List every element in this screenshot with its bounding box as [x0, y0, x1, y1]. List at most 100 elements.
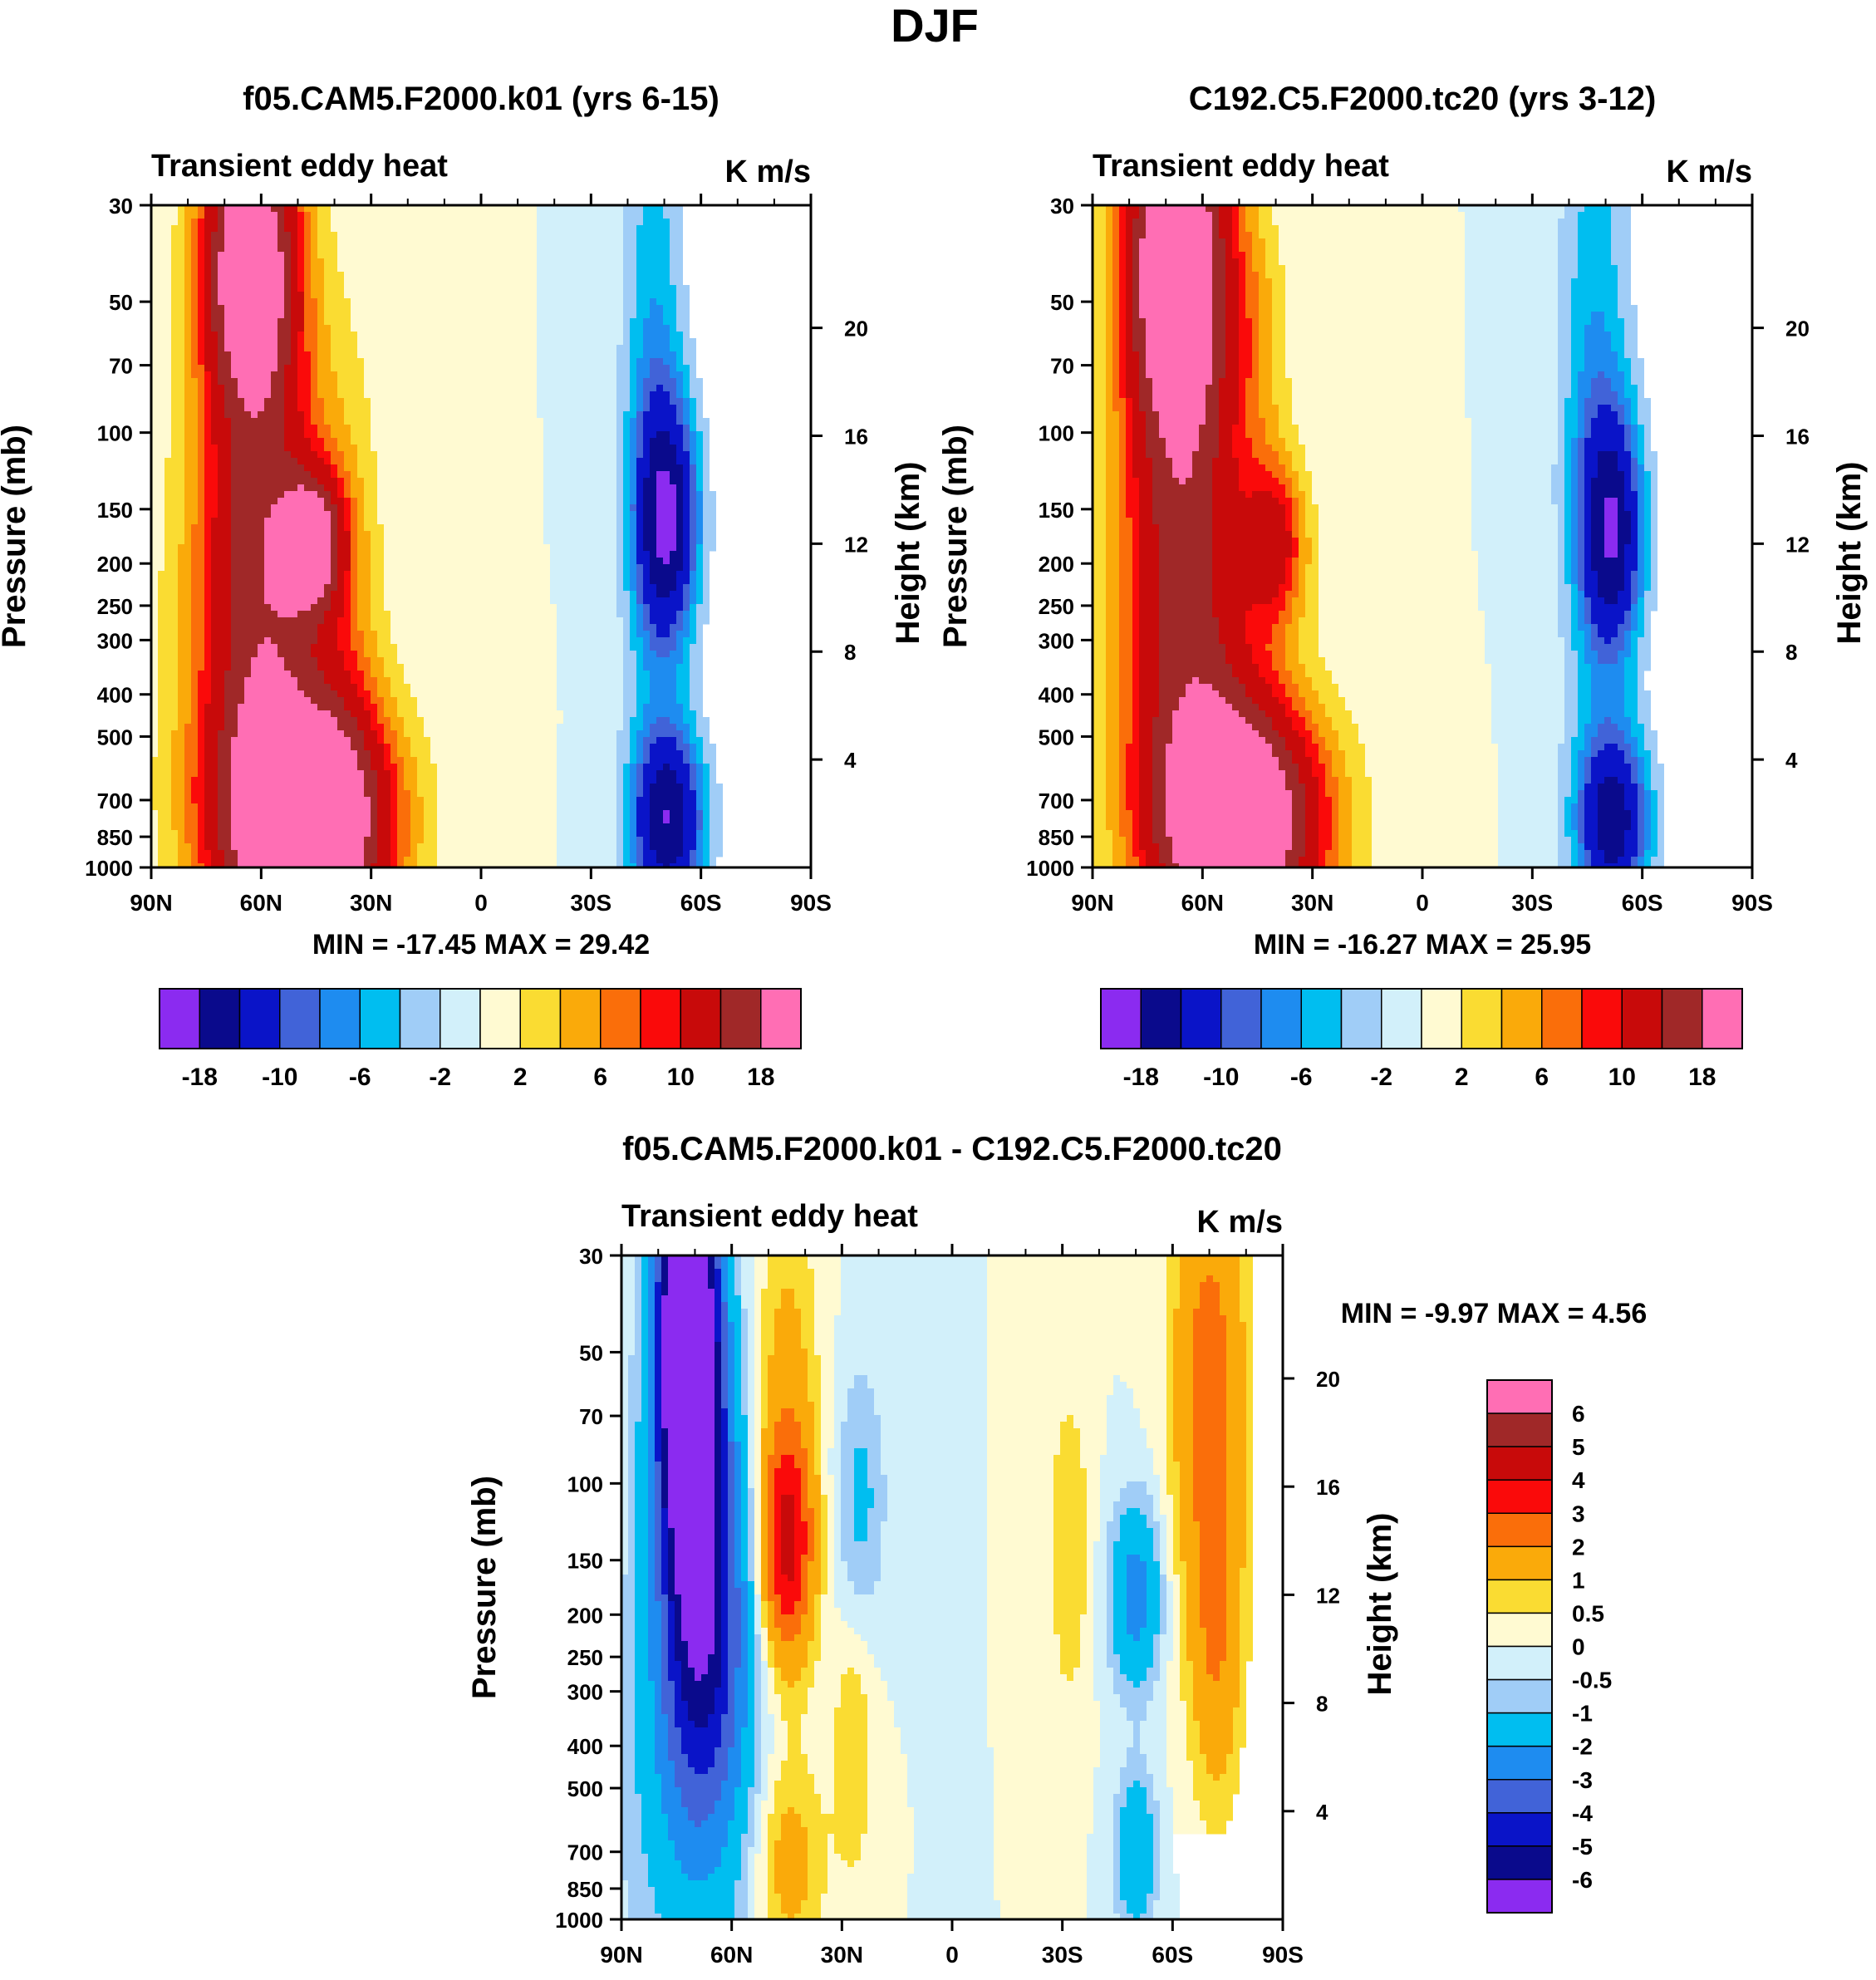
contour-cell: [683, 704, 690, 711]
contour-cell: [410, 750, 430, 758]
contour-cell: [324, 292, 344, 299]
contour-cell: [1106, 245, 1112, 253]
contour-cell: [371, 724, 384, 731]
contour-cell: [1644, 737, 1657, 744]
contour-cell: [1219, 411, 1239, 419]
contour-cell: [1232, 205, 1239, 213]
contour-cell: [643, 790, 650, 798]
contour-cell: [1212, 351, 1225, 359]
panel-difference: f05.CAM5.F2000.k01 - C192.C5.F2000.tc20T…: [466, 1131, 1647, 1968]
contour-cell: [1126, 757, 1139, 764]
contour-cell: [404, 777, 417, 784]
contour-cell: [417, 757, 430, 764]
contour-cell: [1564, 697, 1578, 705]
contour-cell: [258, 644, 277, 651]
contour-cell: [231, 837, 364, 844]
x-tick-label: 60S: [1622, 890, 1663, 916]
contour-cell: [1372, 843, 1498, 851]
contour-cell: [1571, 863, 1578, 868]
contour-cell: [297, 365, 311, 372]
contour-cell: [1631, 631, 1644, 638]
contour-cell: [1319, 803, 1332, 811]
contour-cell: [1631, 538, 1638, 545]
contour-cell: [1638, 624, 1644, 631]
contour-cell: [384, 764, 397, 771]
contour-cell: [224, 857, 238, 864]
contour-cell: [1638, 571, 1644, 578]
contour-cell: [670, 272, 683, 279]
contour-cell: [1578, 405, 1584, 412]
contour-cell: [151, 584, 158, 592]
contour-cell: [1132, 651, 1139, 658]
contour-cell: [616, 611, 630, 618]
colorbar-swatch: [399, 988, 441, 1049]
contour-cell: [277, 232, 291, 239]
contour-cell: [1624, 325, 1638, 332]
contour-cell: [410, 684, 557, 691]
contour-cell: [218, 278, 284, 286]
contour-cell: [364, 644, 377, 651]
contour-cell: [1598, 405, 1611, 412]
contour-cell: [708, 1275, 715, 1283]
contour-cell: [1152, 744, 1166, 751]
contour-cell: [1159, 644, 1225, 651]
contour-cell: [1638, 544, 1644, 552]
contour-cell: [284, 378, 297, 386]
contour-cell: [1319, 830, 1332, 838]
contour-cell: [734, 1255, 741, 1263]
contour-cell: [656, 471, 670, 479]
contour-cell: [151, 292, 171, 299]
contour-cell: [171, 445, 184, 452]
contour-cell: [537, 212, 623, 219]
contour-cell: [1571, 345, 1584, 352]
contour-cell: [317, 345, 331, 352]
contour-cell: [683, 597, 690, 605]
contour-cell: [1106, 797, 1119, 804]
contour-cell: [1578, 624, 1591, 631]
contour-cell: [721, 1289, 728, 1296]
contour-cell: [1245, 690, 1272, 698]
contour-cell: [151, 398, 171, 405]
contour-cell: [1232, 225, 1239, 233]
contour-cell: [178, 704, 191, 711]
contour-cell: [1245, 637, 1272, 645]
contour-cell: [636, 285, 676, 292]
contour-cell: [171, 797, 184, 804]
contour-cell: [643, 378, 676, 386]
contour-cell: [1465, 345, 1558, 352]
contour-cell: [696, 531, 703, 538]
y-right-tick-label: 4: [844, 748, 857, 773]
contour-cell: [151, 817, 158, 824]
contour-cell: [1212, 584, 1279, 592]
contour-cell: [184, 837, 198, 844]
contour-cell: [1126, 777, 1139, 784]
contour-cell: [371, 671, 384, 678]
contour-cell: [1219, 391, 1239, 399]
contour-cell: [1571, 504, 1578, 512]
contour-cell: [1119, 790, 1126, 798]
contour-cell: [264, 544, 331, 552]
contour-cell: [1631, 611, 1638, 618]
contour-cell: [1159, 597, 1212, 605]
y-right-tick-label: 20: [844, 317, 868, 341]
contour-cell: [1564, 724, 1578, 731]
contour-cell: [424, 724, 557, 731]
contour-cell: [1252, 232, 1259, 239]
contour-cell: [371, 750, 384, 758]
contour-cell: [621, 1302, 635, 1309]
contour-cell: [1624, 617, 1631, 625]
contour-cell: [184, 797, 191, 804]
contour-cell: [1598, 790, 1624, 798]
contour-cell: [1139, 863, 1146, 868]
contour-cell: [641, 1315, 648, 1323]
contour-cell: [211, 697, 224, 705]
contour-cell: [404, 784, 417, 791]
contour-cell: [1152, 810, 1166, 818]
contour-cell: [171, 784, 184, 791]
contour-cell: [1624, 438, 1631, 445]
contour-cell: [198, 458, 204, 465]
contour-cell: [317, 298, 324, 306]
contour-cell: [317, 451, 331, 459]
contour-cell: [1299, 538, 1312, 545]
contour-cell: [1644, 863, 1651, 868]
